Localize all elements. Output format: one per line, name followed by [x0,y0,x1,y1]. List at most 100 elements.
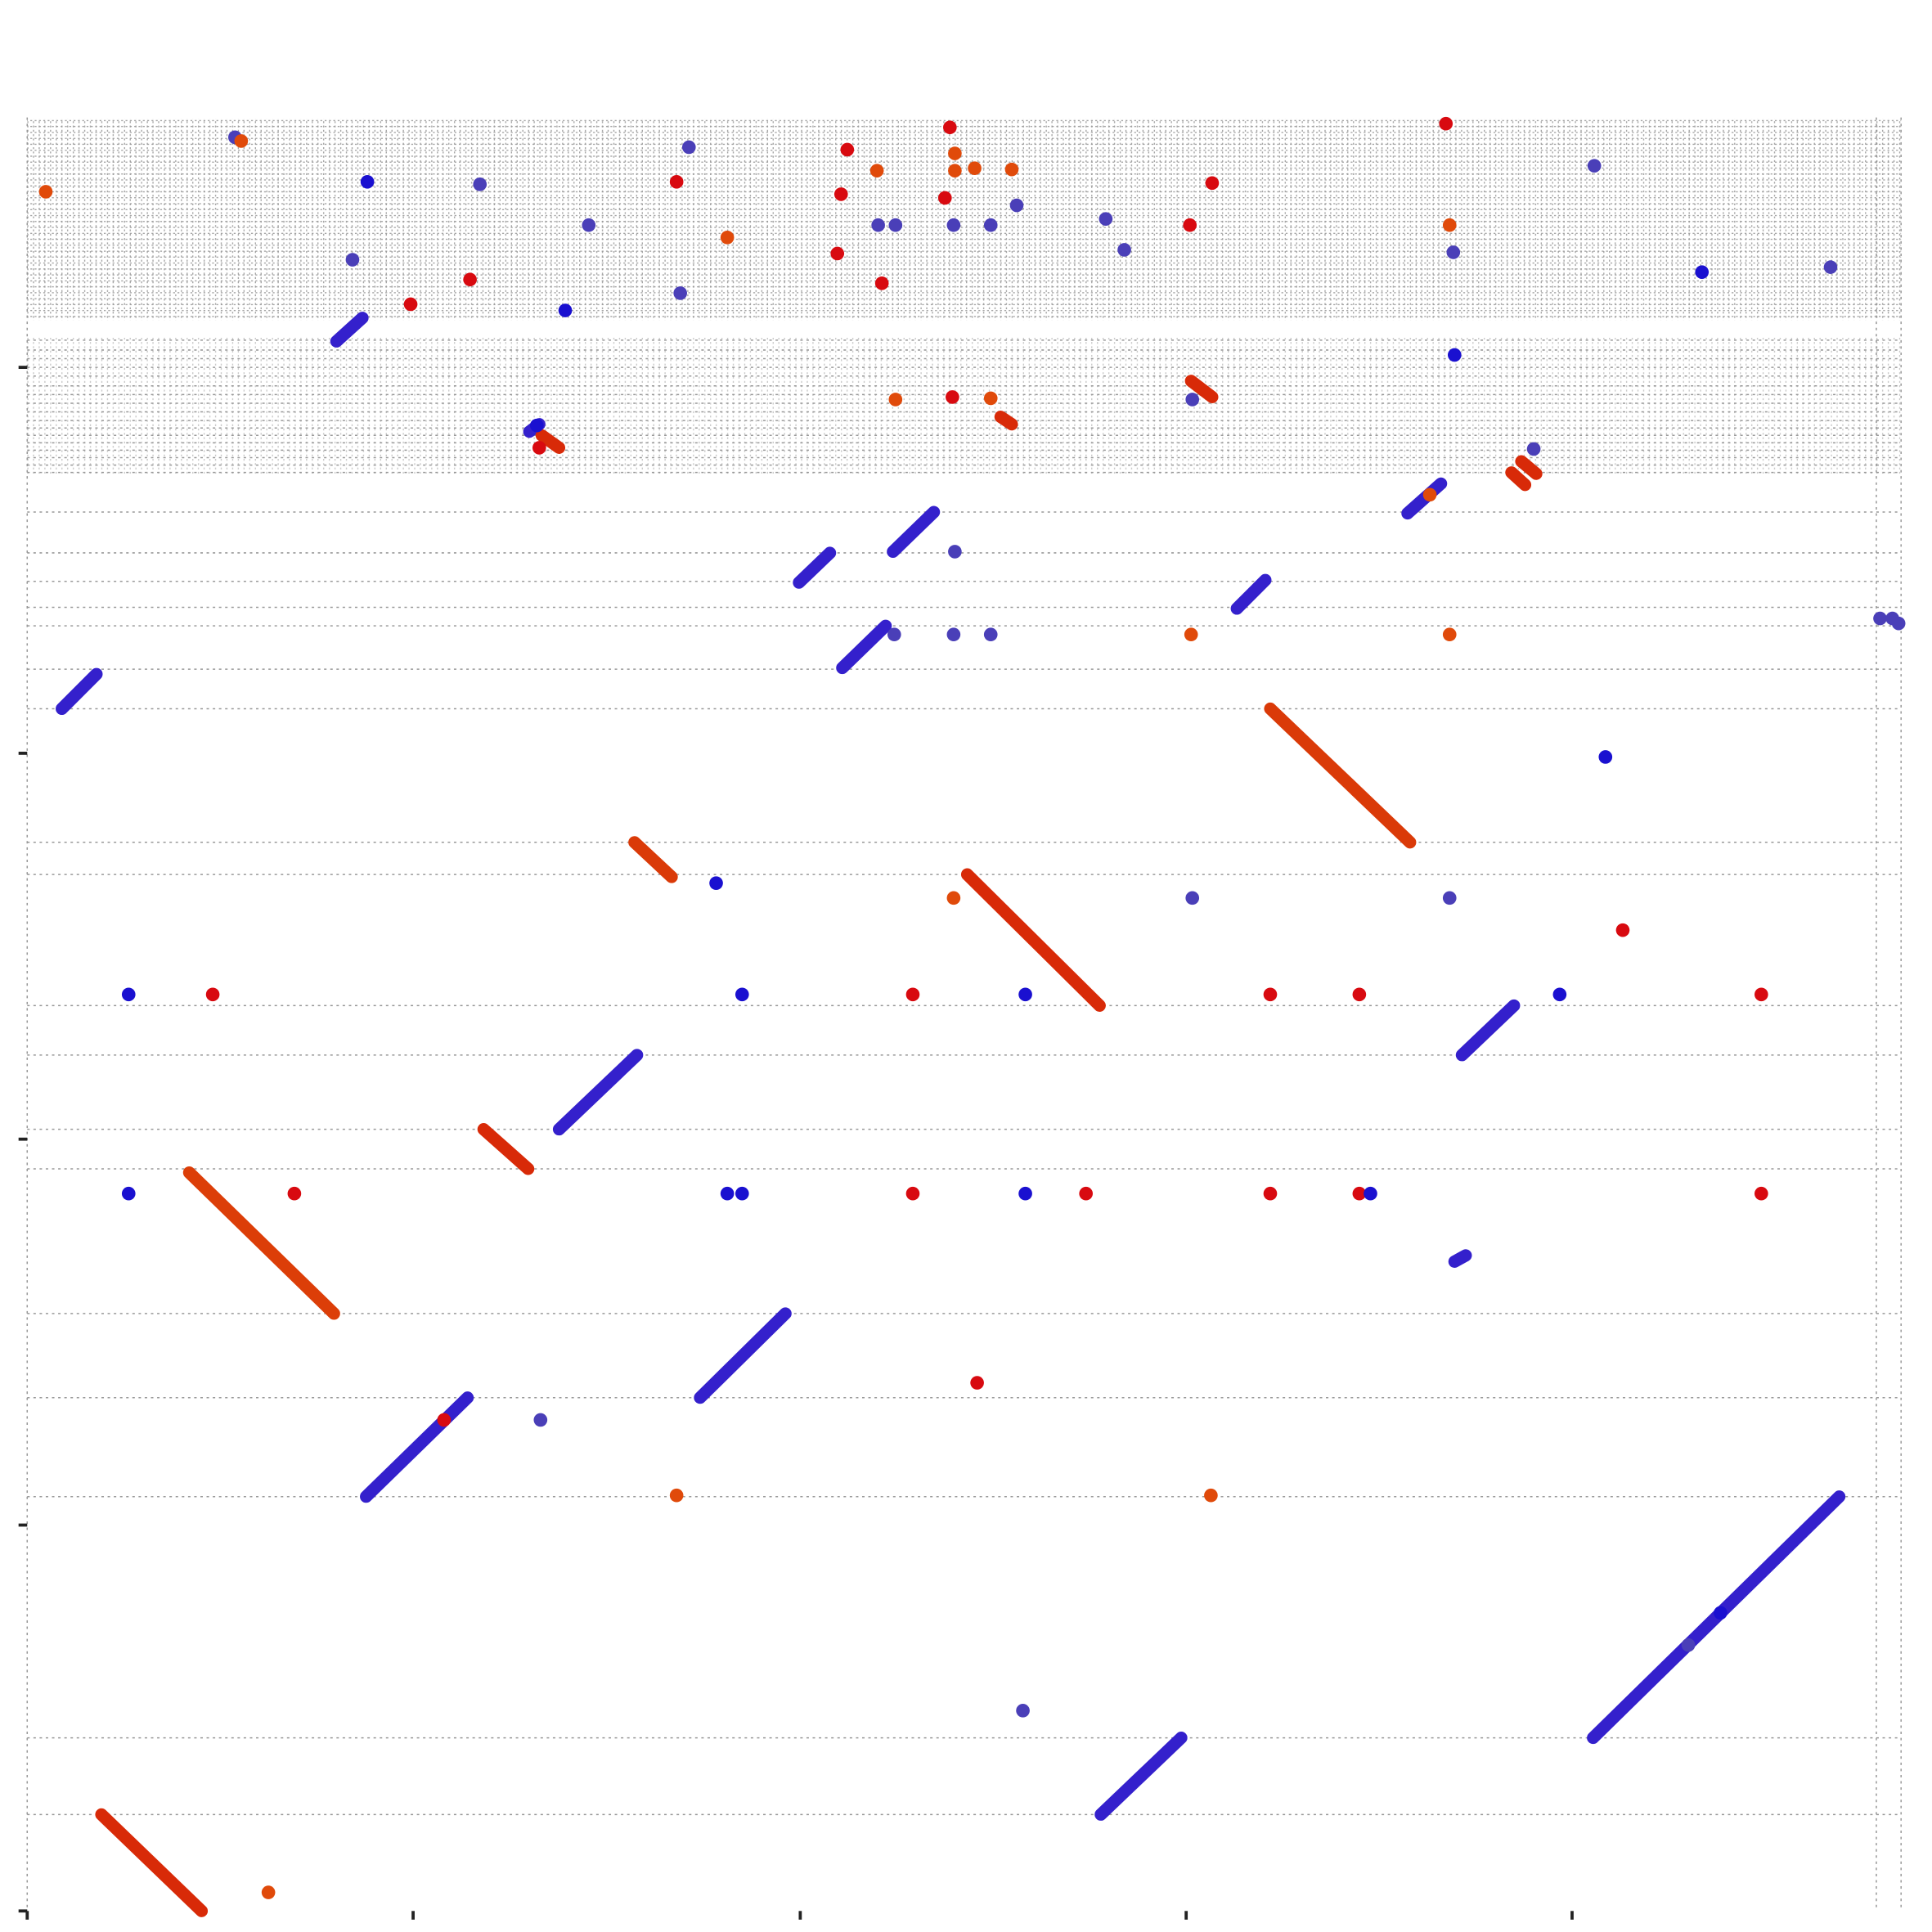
alignment-dot [948,164,962,177]
alignment-segment [1264,702,1417,849]
alignment-dot [1018,987,1032,1002]
alignment-dot [946,390,959,404]
alignment-dot [948,146,962,160]
alignment-dot [888,393,903,407]
alignment-segment [836,619,892,675]
alignment-dot [1016,1704,1030,1718]
alignment-dot [1446,245,1461,259]
alignment-segment [1515,455,1543,480]
alignment-dot [1526,442,1541,456]
alignment-dot [1079,1186,1093,1201]
alignment-dot [1352,1186,1367,1201]
alignment-dot [533,1413,548,1427]
alignment-dot [983,391,998,406]
alignment-dot [946,627,961,642]
alignment-segment [552,1049,644,1136]
dense-vertical-grid [27,337,1902,474]
alignment-dot [437,1413,452,1427]
alignment-dot [1442,218,1457,232]
alignment-dot [1681,1638,1696,1652]
alignment-dot [205,987,220,1002]
alignment-dot [121,987,136,1002]
alignment-dot [673,286,688,300]
alignment-dot [1442,627,1457,642]
alignment-dot [1018,1186,1032,1201]
alignment-dot [1598,750,1613,764]
alignment-dot [1587,159,1602,173]
alignment-dot [1004,162,1019,177]
alignment-segment [994,411,1018,431]
alignment-dot [946,891,961,905]
alignment-dot [1352,987,1367,1002]
alignment-dot [582,218,596,232]
alignment-dot [360,174,375,189]
alignment-segment [1448,1249,1472,1268]
alignment-dot [1422,487,1437,502]
alignment-dot [1442,891,1457,905]
alignment-dot [970,1376,984,1390]
alignment-dot [1183,218,1197,232]
alignment-dot [1117,243,1131,257]
alignment-dot [888,218,903,232]
alignment-dot [473,177,487,191]
alignment-dot [532,441,546,455]
alignment-dot [529,418,544,433]
alignment-dot [403,297,418,312]
alignment-segment [887,505,941,558]
alignment-dot [709,876,723,891]
alignment-segment [95,1808,209,1917]
alignment-segment [535,429,566,454]
alignment-dot [681,140,696,155]
alignment-segment [1184,375,1219,403]
alignment-dot [558,303,573,317]
alignment-segment [628,836,678,883]
alignment-dot [830,246,845,261]
alignment-dot [1447,348,1462,362]
alignment-dot [1873,611,1887,626]
alignment-dot [1205,176,1220,191]
alignment-segment [477,1123,535,1175]
alignment-dot [1204,1488,1218,1503]
alignment-dot [1263,987,1278,1002]
alignment-segment [330,312,369,348]
alignment-segment [960,868,1106,1012]
alignment-dot [287,1186,302,1201]
alignment-dot [669,1488,684,1503]
alignment-dot [887,627,901,642]
alignment-segment [182,1166,340,1320]
alignment-dot [1755,1186,1768,1201]
alignment-segment [56,667,103,716]
alignment-segment [1455,999,1521,1062]
alignment-dot [937,191,952,205]
alignment-segment [360,1391,474,1503]
alignment-dot [840,142,855,157]
alignment-segment [1505,466,1532,492]
alignment-dot [871,218,885,232]
alignment-dot [1439,116,1453,131]
alignment-dot [669,174,684,189]
alignment-dot [983,627,998,642]
alignment-dot [1185,891,1200,905]
alignment-dot [1891,616,1906,631]
alignment-dot [943,120,957,135]
alignment-dot [1364,1186,1377,1201]
alignment-dot [968,161,982,175]
alignment-dot [720,1186,735,1201]
alignment-dot [735,987,749,1002]
alignment-dot [735,1186,749,1201]
alignment-dot [1263,1186,1278,1201]
alignment-segment [1230,573,1272,615]
alignment-dot [1552,987,1567,1002]
alignment-dot [905,1186,920,1201]
alignment-segment [694,1307,792,1404]
alignment-dot [1009,198,1024,213]
alignment-dot [234,134,249,148]
plot-area [18,116,1906,1920]
alignment-dot [1185,393,1200,407]
alignment-dot [720,231,735,245]
alignment-dot [905,987,920,1002]
dense-horizontal-grid [27,119,1902,321]
alignment-dot [261,1885,276,1899]
alignment-dot [1099,212,1113,226]
